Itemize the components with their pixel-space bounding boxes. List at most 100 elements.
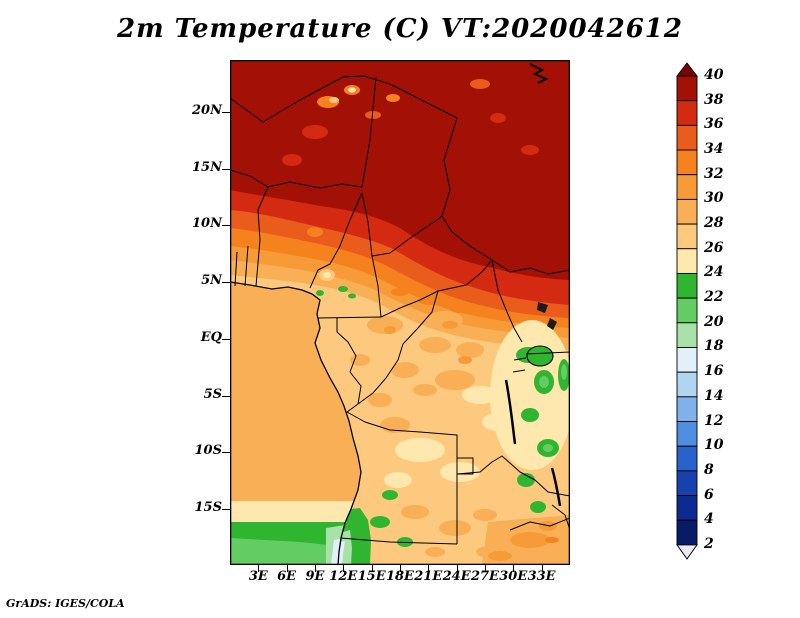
lon-tick-label: 3E: [248, 569, 268, 584]
temp-patch: [450, 303, 470, 313]
temp-patch: [384, 326, 396, 334]
coastline: [230, 281, 362, 565]
border-line: [340, 537, 458, 545]
border-line: [361, 76, 377, 188]
lon-tick-mark: [428, 565, 430, 572]
temp-patch: [370, 516, 390, 528]
lake: [537, 302, 548, 313]
temp-patch: [391, 362, 419, 378]
border-line: [336, 318, 362, 405]
lat-tick-label: 5S: [203, 386, 222, 402]
border-line: [317, 316, 382, 319]
lat-tick-mark: [222, 225, 230, 227]
colorbar-tick-label: 30: [704, 190, 724, 207]
temp-patch: [382, 490, 398, 500]
colorbar-tick-label: 40: [704, 67, 724, 83]
temperature-map: [230, 60, 570, 565]
ocean-band: [230, 538, 338, 565]
border-line: [255, 186, 269, 287]
border-line: [551, 504, 570, 531]
temp-patch: [348, 293, 356, 299]
lon-tick-label: 33E: [527, 569, 556, 584]
temp-patch: [435, 370, 475, 390]
lat-tick-label: 15S: [194, 499, 222, 515]
lon-tick-mark: [513, 565, 515, 572]
border-line: [230, 75, 458, 123]
lake-tanganyika: [504, 379, 517, 445]
lakes: [504, 63, 562, 507]
lon-tick-label: 27E: [470, 569, 499, 584]
temp-patch: [329, 97, 339, 103]
colorbar-tick-label: 12: [704, 412, 724, 429]
temp-patch: [442, 321, 458, 329]
colorbar-tick-label: 32: [704, 165, 724, 182]
lon-tick-mark: [484, 565, 486, 572]
lon-tick-mark: [286, 565, 288, 572]
border-line: [380, 259, 493, 318]
border-line: [512, 357, 527, 373]
temp-patch: [521, 145, 539, 155]
colorbar-tick-label: 4: [704, 511, 714, 528]
temp-patch: [413, 384, 437, 396]
colorbar-tick-label: 28: [704, 215, 724, 232]
temp-patch: [439, 520, 471, 536]
border-line: [525, 351, 570, 355]
lat-tick-mark: [222, 112, 230, 113]
temp-patch: [348, 87, 356, 93]
temp-patch: [545, 537, 559, 543]
border-line: [456, 455, 570, 497]
lon-tick-label: 9E: [305, 569, 325, 584]
temp-patch: [539, 376, 549, 388]
border-line: [491, 259, 523, 343]
border-line: [346, 411, 458, 544]
lat-tick-label: EQ: [200, 329, 222, 345]
temp-patch: [395, 438, 445, 462]
temp-patch: [521, 408, 539, 422]
colorbar-tick-label: 8: [704, 461, 714, 478]
temp-patch: [425, 547, 445, 557]
temp-patch: [365, 111, 381, 119]
lake-malawi: [550, 467, 562, 507]
temp-patch: [490, 113, 506, 123]
colorbar-tick-label: 10: [704, 437, 724, 454]
lon-tick-mark: [343, 565, 345, 572]
colorbar-tick-label: 6: [704, 486, 714, 503]
colorbar-tick-label: 14: [704, 387, 724, 404]
colorbar-tick-label: 38: [704, 91, 724, 108]
temperature-field: [230, 60, 570, 565]
colorbar-tick-label: 22: [704, 289, 724, 306]
lon-tick-label: 6E: [277, 569, 297, 584]
lon-tick-label: 24E: [442, 569, 471, 584]
border-line: [234, 251, 238, 287]
temp-patch: [458, 356, 472, 364]
lon-tick-mark: [399, 565, 401, 572]
temp-patch: [386, 94, 400, 102]
lat-tick-label: 10N: [192, 216, 222, 232]
border-line: [371, 215, 443, 257]
colorbar-tick-label: 26: [704, 239, 724, 256]
temp-patch: [440, 462, 480, 482]
lon-tick-mark: [541, 565, 543, 572]
lat-tick-label: 10S: [194, 443, 222, 459]
lon-tick-mark: [314, 565, 316, 572]
temp-patch: [517, 473, 535, 487]
temp-patch: [350, 354, 370, 366]
temp-patch: [384, 472, 412, 488]
temp-patch: [543, 444, 553, 452]
lat-tick-label: 20N: [192, 103, 222, 118]
temp-patch: [482, 413, 514, 431]
lon-tick-mark: [456, 565, 458, 572]
border-line: [491, 259, 570, 275]
border-line: [244, 245, 249, 287]
temp-patch: [401, 505, 429, 519]
border-line: [361, 192, 382, 318]
map-frame: [230, 60, 570, 565]
temp-patch: [338, 286, 348, 292]
temp-patch: [561, 364, 567, 380]
ocean-gradient: [230, 501, 361, 565]
lat-tick-mark: [222, 338, 230, 340]
lon-tick-label: 30E: [499, 569, 528, 584]
